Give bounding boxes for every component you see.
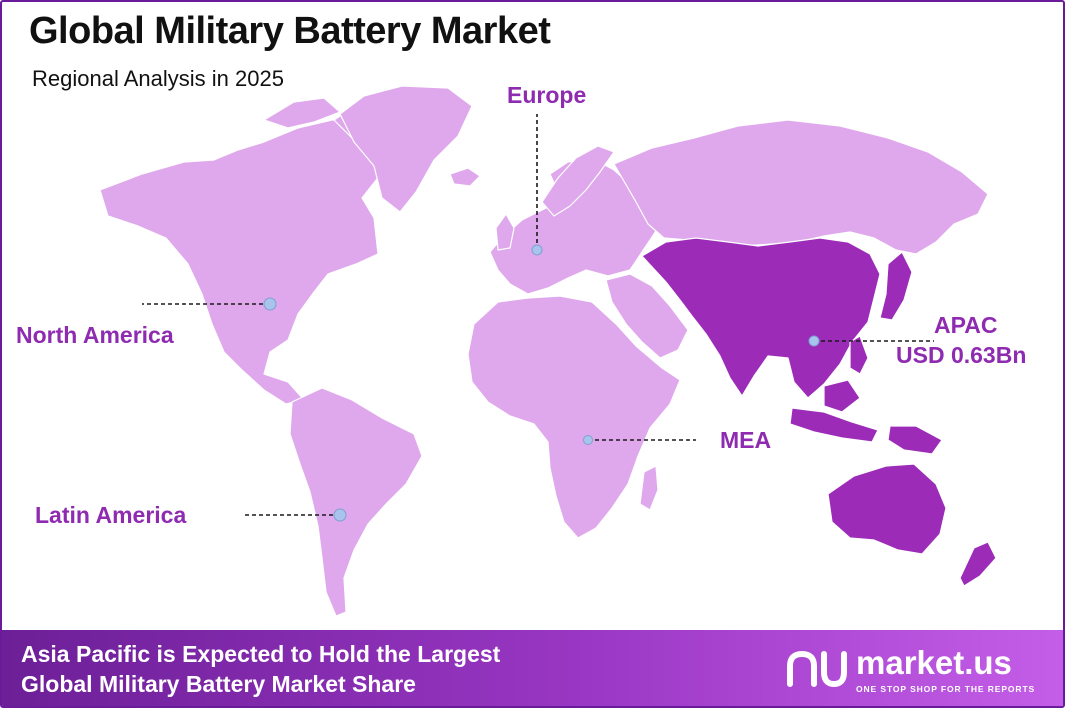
scandinavia-landmass [541, 145, 615, 217]
footer-line-2: Global Military Battery Market Share [21, 671, 416, 697]
market-us-logo: market.us ONE STOP SHOP FOR THE REPORTS [786, 644, 1046, 696]
borneo-landmass [823, 379, 861, 413]
apac-marker [808, 335, 820, 347]
mea-marker [583, 435, 593, 445]
north-america-landmass [99, 117, 395, 405]
australia-landmass [827, 463, 947, 555]
page-subtitle: Regional Analysis in 2025 [32, 66, 284, 91]
apac-label: APAC [934, 312, 998, 338]
uk-landmass [495, 213, 515, 251]
europe-marker [531, 244, 543, 256]
russia-landmass [613, 119, 989, 255]
iceland-landmass [449, 167, 481, 187]
latin-america-marker [333, 508, 347, 522]
world-map [99, 85, 997, 617]
logo-wordmark: market.us [856, 644, 1012, 681]
apac-value-label: USD 0.63Bn [896, 342, 1027, 368]
north-america-marker [263, 297, 277, 311]
asia-pacific-landmass [641, 237, 881, 399]
footer-line-1: Asia Pacific is Expected to Hold the Lar… [21, 641, 501, 667]
logo-tagline: ONE STOP SHOP FOR THE REPORTS [856, 684, 1036, 694]
europe-label: Europe [507, 82, 587, 108]
footer-banner: Asia Pacific is Expected to Hold the Lar… [2, 630, 1063, 706]
arctic-islands [263, 97, 341, 129]
market-us-logo-icon [787, 650, 847, 688]
japan-landmass [879, 251, 913, 321]
page-title: Global Military Battery Market [29, 10, 551, 52]
africa-landmass [467, 295, 681, 539]
mea-label: MEA [720, 427, 772, 453]
south-america-landmass [289, 387, 423, 617]
north-america-label: North America [16, 322, 174, 348]
philippines-landmass [849, 335, 869, 375]
madagascar-landmass [639, 465, 659, 511]
new-guinea-landmass [887, 425, 943, 455]
middle-east-landmass [605, 273, 689, 359]
indonesia-landmass [789, 407, 879, 443]
new-zealand-landmass [959, 541, 997, 587]
latin-america-label: Latin America [35, 502, 187, 528]
greenland-landmass [339, 85, 473, 213]
